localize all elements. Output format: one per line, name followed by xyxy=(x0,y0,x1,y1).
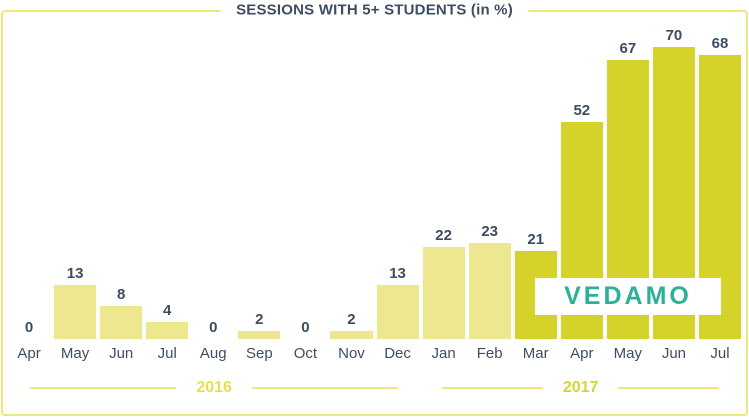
bar-column: 4 xyxy=(146,302,189,339)
month-label: Feb xyxy=(476,345,503,362)
month-label: Jun xyxy=(661,345,686,362)
year-divider-line xyxy=(251,387,399,389)
month-label: Jul xyxy=(710,345,730,362)
month-label: Mar xyxy=(522,345,549,362)
month-axis: Apr May Jun Jul Aug Sep Oct Nov Dec Jan Feb Mar Apr M… xyxy=(8,345,741,362)
month-label: Apr xyxy=(17,345,41,362)
bar-value-label: 0 xyxy=(209,319,218,336)
bar-value-label: 8 xyxy=(116,286,126,303)
chart-title: SESSIONS WITH 5+ STUDENTS (in %) xyxy=(220,1,529,19)
bar-value-label: 13 xyxy=(66,265,84,282)
bar-column: 2 xyxy=(330,311,373,339)
month-label: Aug xyxy=(199,345,227,362)
year-label: 2017 xyxy=(562,379,599,396)
bar-column: 13 xyxy=(54,265,97,339)
month-label: Apr xyxy=(570,345,594,362)
bar-column: 0 xyxy=(8,319,50,339)
bar-column: 0 xyxy=(284,319,326,339)
bar-value-label: 0 xyxy=(24,319,34,336)
bar-value-label: 21 xyxy=(527,231,545,248)
year-label: 2016 xyxy=(196,379,232,396)
bar-value-label: 70 xyxy=(665,27,683,44)
year-group-2016: 2016 xyxy=(8,378,420,398)
bar-value-label: 0 xyxy=(301,319,310,336)
month-label: Jun xyxy=(109,345,134,362)
bar xyxy=(330,331,373,339)
bar-value-label: 2 xyxy=(255,311,264,328)
bar-value-label: 52 xyxy=(573,102,591,119)
bar-column: 13 xyxy=(376,265,419,339)
bar xyxy=(100,306,143,339)
month-label: Nov xyxy=(338,345,365,362)
bar-value-label: 22 xyxy=(435,227,452,244)
year-group-2017: 2017 xyxy=(420,378,741,398)
bar-column: 23 xyxy=(468,223,511,339)
vedamo-logo-text: VEDAMO xyxy=(564,282,692,310)
bar xyxy=(376,285,419,339)
bar xyxy=(54,285,97,339)
bar-value-label: 67 xyxy=(619,40,637,57)
month-label: Sep xyxy=(245,345,273,362)
bar-value-label: 2 xyxy=(347,311,356,328)
bar-column: 2 xyxy=(238,311,281,339)
bar-value-label: 68 xyxy=(711,35,729,52)
bar xyxy=(468,243,511,339)
month-label: Jul xyxy=(157,345,177,362)
bar-value-label: 13 xyxy=(389,265,406,282)
bar-value-label: 23 xyxy=(481,223,498,240)
vedamo-logo: VEDAMO xyxy=(535,278,721,315)
bar xyxy=(238,331,281,339)
year-divider-line xyxy=(442,387,543,389)
bar-column: 0 xyxy=(192,319,234,339)
month-label: Oct xyxy=(293,345,318,362)
bar xyxy=(146,322,189,339)
year-axis: 2016 2017 xyxy=(8,378,741,398)
bar xyxy=(422,247,465,339)
month-label: May xyxy=(60,345,90,362)
year-divider-line xyxy=(30,387,177,389)
bar-value-label: 4 xyxy=(163,302,172,319)
bar-column: 8 xyxy=(100,286,143,339)
year-divider-line xyxy=(618,387,719,389)
month-label: Dec xyxy=(384,345,411,362)
month-label: May xyxy=(613,345,643,362)
month-label: Jan xyxy=(431,345,456,362)
bar-column: 22 xyxy=(422,227,465,339)
